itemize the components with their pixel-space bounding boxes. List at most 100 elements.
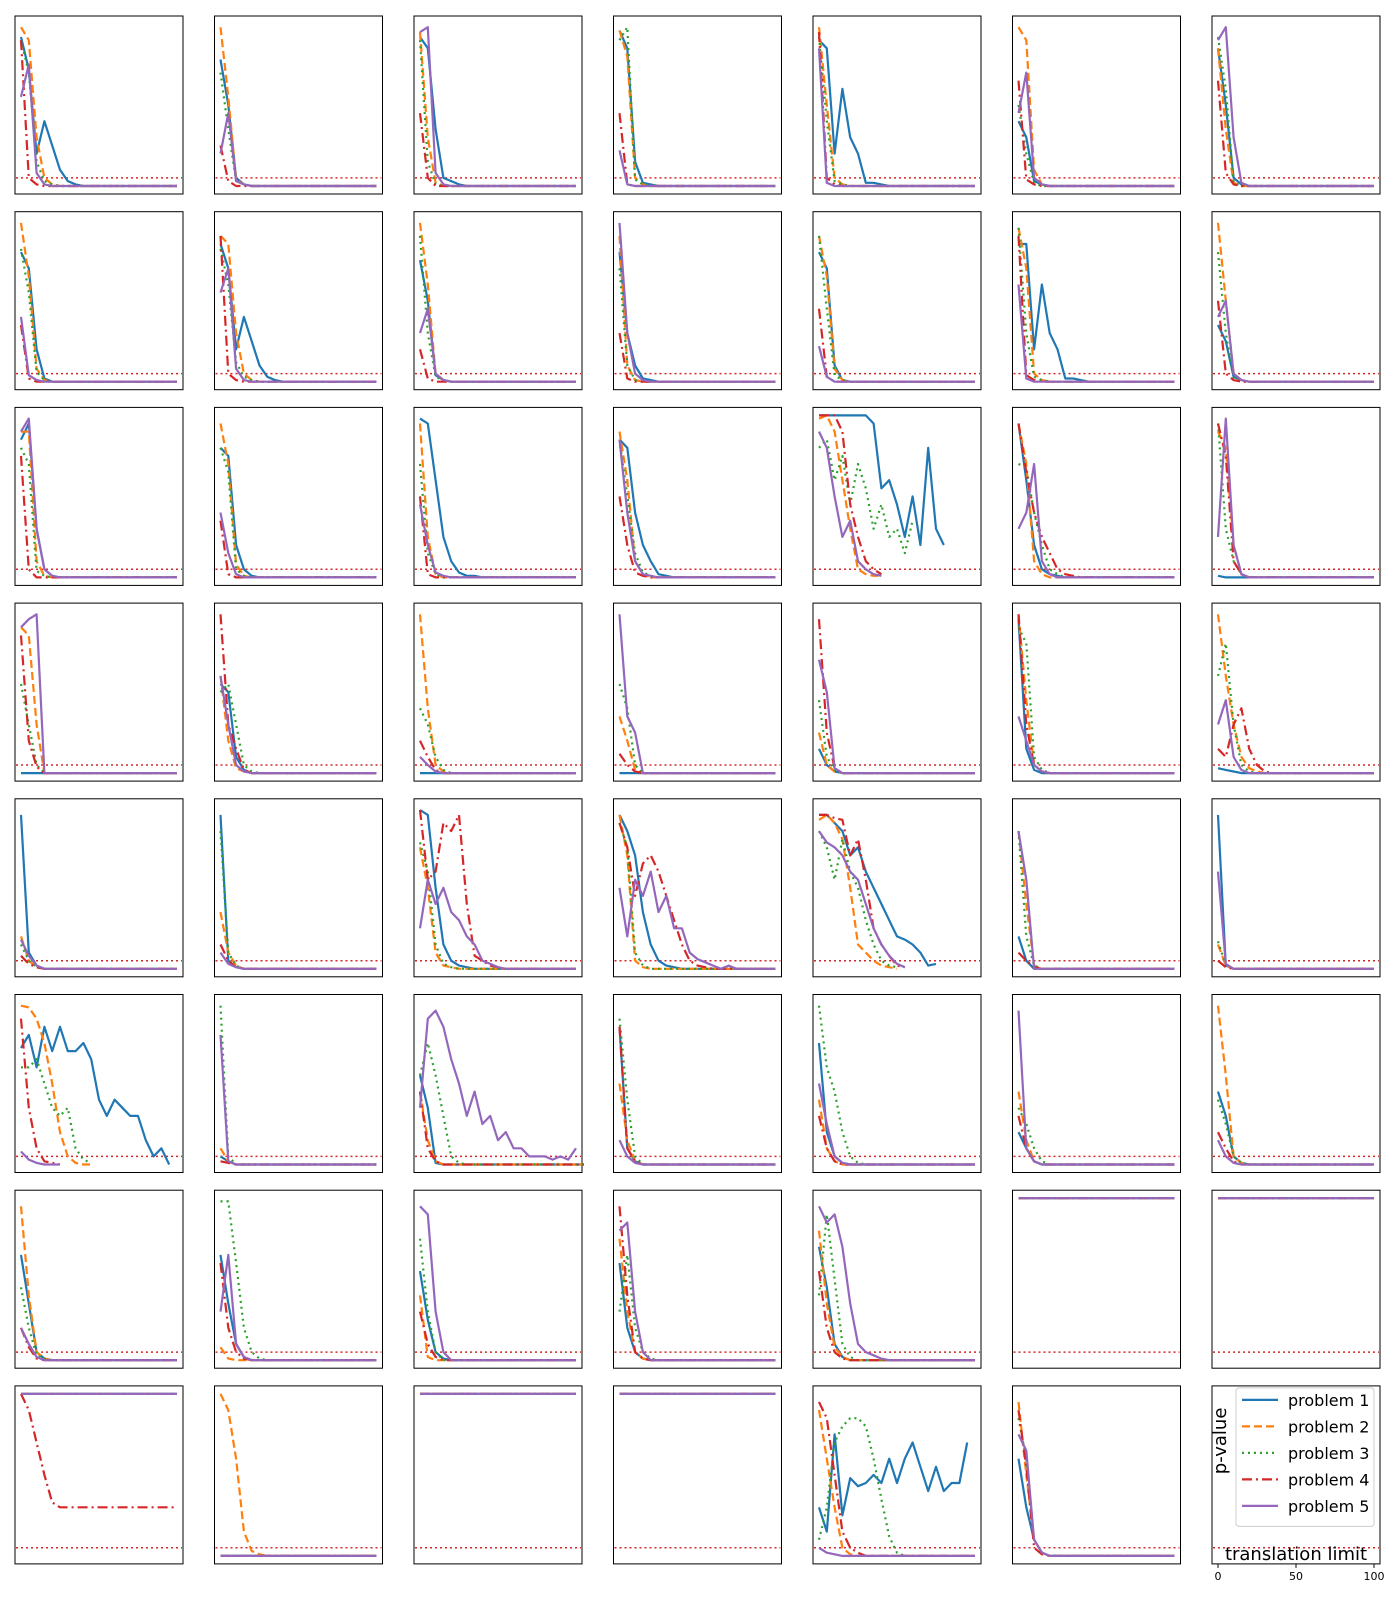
panel-frame	[613, 994, 782, 1173]
panel	[1012, 15, 1181, 195]
panel-frame	[14, 211, 184, 391]
panel	[1211, 211, 1381, 391]
panel-frame	[413, 15, 583, 195]
panel-frame	[413, 994, 583, 1173]
series-line-4	[618, 822, 776, 970]
panel	[413, 1385, 583, 1565]
panel-frame	[14, 1385, 184, 1565]
series-line-3	[1017, 1107, 1175, 1166]
series-line-5	[618, 1221, 776, 1362]
panel	[812, 1189, 982, 1369]
panel	[812, 15, 982, 195]
panel-frame	[812, 211, 982, 391]
panel-frame	[214, 15, 383, 195]
series-line-5	[1216, 871, 1374, 970]
panel	[413, 994, 584, 1173]
panel	[413, 211, 583, 391]
series-line-1	[817, 1433, 969, 1533]
panel	[1012, 406, 1181, 586]
panel	[613, 15, 782, 195]
panel	[214, 994, 383, 1173]
panel	[613, 994, 782, 1173]
panel-frame	[214, 602, 383, 782]
series-line-5	[20, 613, 177, 775]
series-line-5	[818, 431, 882, 577]
panel-frame	[14, 994, 184, 1173]
series-line-5	[618, 222, 776, 383]
series-line-1	[20, 1025, 171, 1165]
panel	[613, 1385, 782, 1565]
series-line-3	[618, 439, 776, 579]
series-line-5	[219, 512, 377, 579]
series-line-5	[1017, 830, 1175, 970]
series-line-5	[618, 614, 776, 775]
series-line-2	[818, 813, 898, 970]
series-line-5	[219, 111, 377, 188]
panel-frame	[1211, 211, 1381, 391]
series-line-5	[20, 1327, 177, 1362]
panel-frame	[812, 1385, 982, 1565]
panel	[214, 1385, 383, 1565]
series-line-5	[219, 1253, 377, 1362]
panel-frame	[613, 798, 782, 978]
series-line-5	[1017, 462, 1175, 579]
y-axis-label: p-value	[1210, 1408, 1231, 1475]
panel-frame	[14, 406, 184, 586]
panel	[14, 211, 184, 391]
series-line-5	[1017, 284, 1175, 383]
panel-frame	[14, 1189, 184, 1369]
panels-layer	[14, 15, 1381, 1565]
panel	[1211, 798, 1381, 978]
panel	[812, 602, 982, 782]
series-line-3	[418, 842, 576, 970]
series-line-5	[817, 48, 975, 188]
panel-frame	[1211, 602, 1381, 782]
panel-frame	[413, 406, 583, 586]
series-line-5	[419, 26, 576, 188]
panel-frame	[613, 602, 782, 782]
panel-frame	[1012, 1189, 1181, 1369]
panel	[1211, 994, 1381, 1173]
panel	[1012, 994, 1181, 1173]
series-line-3	[818, 830, 898, 969]
panel-frame	[613, 1189, 782, 1369]
panel-frame	[1211, 15, 1381, 195]
legend-entry-label: problem 1	[1288, 1391, 1369, 1410]
panel-frame	[1211, 1189, 1381, 1369]
series-line-5	[20, 1150, 60, 1166]
series-line-5	[418, 307, 576, 383]
panel-frame	[214, 798, 383, 978]
series-line-5	[1017, 71, 1175, 188]
panel	[413, 798, 583, 978]
panel-frame	[214, 994, 383, 1173]
panel	[214, 1189, 383, 1369]
panel	[812, 1385, 982, 1565]
panel-frame	[812, 406, 982, 586]
panel	[14, 1385, 184, 1565]
panel-frame	[413, 1189, 583, 1369]
panel-frame	[413, 1385, 583, 1565]
panel	[812, 994, 982, 1173]
series-line-2	[618, 814, 776, 970]
panel	[812, 406, 982, 586]
panel	[812, 211, 982, 391]
series-line-5	[19, 316, 177, 383]
panel	[812, 798, 982, 978]
panel-frame	[812, 15, 982, 195]
series-line-5	[19, 63, 177, 188]
series-line-5	[219, 951, 377, 970]
legend-entry-label: problem 5	[1288, 1497, 1369, 1516]
series-line-5	[1216, 417, 1374, 579]
series-line-3	[21, 1058, 92, 1164]
panel	[214, 211, 383, 391]
panel-frame	[1211, 406, 1381, 586]
panel-frame	[613, 1385, 782, 1565]
legend-box	[1235, 1387, 1375, 1527]
panel	[413, 406, 583, 586]
series-line-5	[1216, 699, 1374, 775]
series-line-5	[20, 939, 177, 970]
series-line-5	[418, 1009, 577, 1161]
series-line-5	[219, 1034, 377, 1166]
panel	[14, 602, 184, 782]
